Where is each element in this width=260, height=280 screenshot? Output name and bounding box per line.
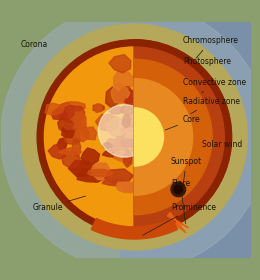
Polygon shape: [106, 118, 129, 136]
Polygon shape: [81, 148, 100, 165]
Polygon shape: [124, 132, 143, 151]
Circle shape: [44, 47, 224, 227]
Bar: [0, 0, 120, 280]
Polygon shape: [57, 138, 67, 150]
Text: Radiative zone: Radiative zone: [183, 97, 240, 114]
Polygon shape: [96, 115, 119, 132]
Polygon shape: [122, 184, 141, 192]
Wedge shape: [37, 40, 134, 234]
Circle shape: [174, 185, 183, 194]
Polygon shape: [108, 106, 123, 114]
Polygon shape: [124, 131, 139, 150]
Text: Flare: Flare: [171, 179, 190, 224]
Polygon shape: [111, 84, 130, 104]
Polygon shape: [120, 125, 143, 135]
Polygon shape: [69, 160, 95, 176]
Wedge shape: [134, 59, 212, 215]
Polygon shape: [58, 118, 74, 132]
Polygon shape: [77, 169, 105, 182]
Polygon shape: [116, 182, 139, 193]
Polygon shape: [113, 135, 128, 156]
Polygon shape: [117, 133, 139, 151]
Polygon shape: [114, 150, 127, 161]
Text: Convective zone: Convective zone: [183, 78, 246, 93]
Polygon shape: [59, 148, 81, 155]
Polygon shape: [76, 127, 89, 142]
Polygon shape: [121, 87, 132, 101]
Polygon shape: [93, 104, 104, 111]
Text: Granule: Granule: [32, 196, 86, 212]
Polygon shape: [63, 123, 83, 130]
Wedge shape: [134, 40, 231, 234]
Polygon shape: [119, 139, 143, 147]
Circle shape: [171, 182, 186, 197]
Polygon shape: [122, 114, 131, 128]
Wedge shape: [134, 40, 231, 234]
Polygon shape: [123, 153, 149, 164]
Wedge shape: [134, 108, 164, 166]
Text: Sunspot: Sunspot: [171, 157, 202, 182]
Polygon shape: [126, 128, 137, 137]
Circle shape: [57, 59, 212, 215]
Polygon shape: [82, 127, 97, 140]
Polygon shape: [91, 163, 110, 180]
Polygon shape: [73, 139, 81, 156]
Polygon shape: [102, 150, 120, 157]
Polygon shape: [45, 103, 64, 115]
Text: Prominence: Prominence: [143, 203, 216, 235]
Polygon shape: [55, 102, 74, 120]
Polygon shape: [61, 106, 85, 125]
Wedge shape: [44, 47, 134, 227]
Circle shape: [21, 24, 247, 250]
Polygon shape: [167, 212, 188, 233]
Polygon shape: [52, 108, 67, 120]
Polygon shape: [62, 151, 80, 168]
Polygon shape: [105, 169, 134, 184]
Text: Corona: Corona: [20, 40, 47, 49]
Polygon shape: [116, 89, 137, 103]
Polygon shape: [103, 142, 112, 148]
Polygon shape: [62, 124, 74, 137]
Polygon shape: [109, 55, 131, 73]
Polygon shape: [91, 218, 178, 239]
Text: Chromosphere: Chromosphere: [183, 36, 239, 58]
Polygon shape: [106, 87, 122, 108]
Circle shape: [1, 3, 260, 270]
Text: Solar wind: Solar wind: [202, 140, 243, 149]
Text: Photosphere: Photosphere: [183, 57, 231, 73]
Polygon shape: [94, 104, 102, 113]
Wedge shape: [134, 79, 193, 195]
Polygon shape: [74, 111, 86, 132]
Polygon shape: [126, 116, 143, 130]
Polygon shape: [114, 71, 134, 89]
Polygon shape: [48, 145, 66, 159]
Wedge shape: [134, 47, 224, 227]
Text: Core: Core: [165, 115, 200, 130]
Circle shape: [105, 108, 164, 166]
Circle shape: [76, 79, 193, 195]
Polygon shape: [106, 138, 121, 152]
Polygon shape: [124, 150, 132, 167]
Circle shape: [98, 105, 151, 157]
Polygon shape: [121, 103, 136, 116]
Polygon shape: [64, 102, 85, 111]
Polygon shape: [112, 151, 140, 161]
Polygon shape: [102, 179, 129, 186]
Polygon shape: [64, 129, 81, 144]
Bar: [120, 0, 260, 280]
Polygon shape: [88, 169, 112, 176]
Polygon shape: [124, 98, 148, 105]
